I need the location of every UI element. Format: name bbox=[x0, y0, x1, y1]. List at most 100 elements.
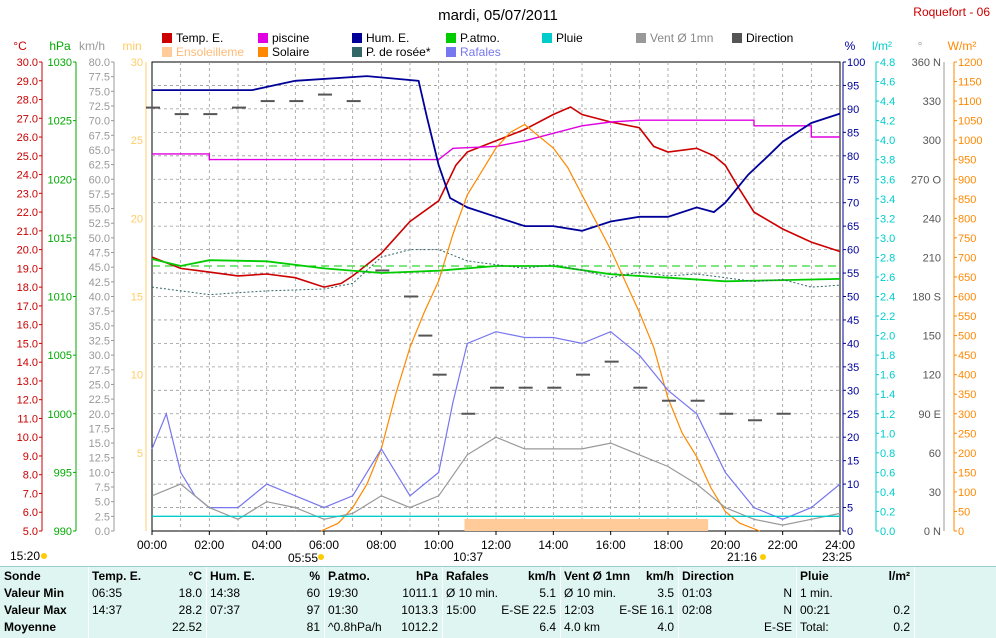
temp-axis-tick-label: 23.0 bbox=[17, 188, 38, 200]
summary-cell-right: 18.0 bbox=[178, 586, 202, 600]
wind-axis-tick-label: 42.5 bbox=[89, 277, 110, 289]
summary-cell-left: 14:37 bbox=[92, 603, 123, 617]
direction-mark bbox=[318, 93, 332, 96]
summary-cell-row: P.atmo. hPa bbox=[328, 569, 438, 586]
event-sunset: 21:16 bbox=[727, 550, 757, 564]
temp-axis-tick-label: 15.0 bbox=[17, 338, 38, 350]
pressure-axis-tick-label: 995 bbox=[54, 467, 72, 479]
summary-cell-row: 12:03 E-SE 16.1 bbox=[564, 603, 674, 620]
wind-axis-tick-label: 67.5 bbox=[89, 130, 110, 142]
time-tick-label: 20:00 bbox=[710, 538, 740, 552]
wind-axis-tick-label: 52.5 bbox=[89, 218, 110, 230]
solar-axis-tick-label: 450 bbox=[958, 350, 976, 362]
summary-cell-right: l/m² bbox=[888, 569, 910, 583]
series-line bbox=[151, 106, 841, 288]
rain-axis-tick-label: 3.4 bbox=[880, 194, 895, 206]
summary-cell-row: 81 bbox=[210, 620, 320, 637]
solar-axis-tick-label: 750 bbox=[958, 233, 976, 245]
direction-tick-label: 210 bbox=[923, 252, 941, 264]
summary-cell-left: 15:00 bbox=[446, 603, 477, 617]
solar-axis-tick-label: 1100 bbox=[958, 96, 982, 108]
pressure-axis-tick-label: 1030 bbox=[48, 57, 72, 69]
rain-axis-tick-label: 4.0 bbox=[880, 135, 895, 147]
wind-axis-tick-label: 5.0 bbox=[95, 497, 110, 509]
humidity-axis-tick-label: 30 bbox=[847, 385, 859, 397]
summary-cell-row: 15:00 E-SE 22.5 bbox=[446, 603, 556, 620]
wind-axis-tick-label: 17.5 bbox=[89, 423, 110, 435]
legend-label: Hum. E. bbox=[366, 31, 409, 45]
solar-axis-tick-label: 0 bbox=[958, 526, 964, 538]
summary-cell-right: 0.2 bbox=[893, 620, 910, 634]
summary-cell-row: Temp. E. °C bbox=[92, 569, 202, 586]
summary-cell-right: km/h bbox=[527, 569, 556, 583]
summary-cell-right: N bbox=[783, 586, 792, 600]
summary-cell-row: 01:30 1013.3 bbox=[328, 603, 438, 620]
summary-cell-right: % bbox=[309, 569, 320, 583]
legend-label: Solaire bbox=[272, 45, 310, 59]
summary-cell-left: Ø 10 min. bbox=[446, 586, 499, 600]
wind-axis-tick-label: 50.0 bbox=[89, 233, 110, 245]
temp-axis-tick-label: 26.0 bbox=[17, 132, 38, 144]
axis-unit: km/h bbox=[79, 39, 105, 53]
rain-axis-tick-label: 4.6 bbox=[880, 77, 895, 89]
wind-axis-tick-label: 0.0 bbox=[95, 526, 110, 538]
summary-cell-right: E-SE bbox=[763, 620, 792, 634]
temp-axis-tick-label: 11.0 bbox=[17, 413, 38, 425]
direction-tick-label: 330 bbox=[923, 96, 941, 108]
direction-tick-label: 360 N bbox=[912, 57, 941, 69]
direction-mark bbox=[404, 295, 418, 298]
wind-axis-tick-label: 12.5 bbox=[89, 453, 110, 465]
event-right-time: 23:25 bbox=[822, 550, 852, 564]
humidity-axis-tick-label: 70 bbox=[847, 198, 859, 210]
direction-mark bbox=[418, 334, 433, 337]
humidity-axis-tick-label: 80 bbox=[847, 151, 859, 163]
summary-cell-left: P.atmo. bbox=[328, 569, 370, 583]
summary-cell-right: hPa bbox=[415, 569, 438, 583]
temp-axis-tick-label: 8.0 bbox=[23, 470, 38, 482]
temp-axis-tick-label: 20.0 bbox=[17, 245, 38, 257]
rain-axis-tick-label: 0.2 bbox=[880, 506, 895, 518]
wind-axis-tick-label: 77.5 bbox=[89, 72, 110, 84]
temp-axis-tick-label: 12.0 bbox=[17, 395, 38, 407]
direction-tick-label: 120 bbox=[923, 370, 941, 382]
row-label-sonde: Sonde bbox=[4, 569, 41, 583]
wind-axis-tick-label: 40.0 bbox=[89, 292, 110, 304]
humidity-axis-tick-label: 60 bbox=[847, 245, 859, 257]
summary-cell-row: Ø 10 min. 5.1 bbox=[446, 586, 556, 603]
solar-axis-tick-label: 550 bbox=[958, 311, 976, 323]
chart-title: mardi, 05/07/2011 bbox=[438, 7, 558, 24]
summary-cell-left: Ø 10 min. bbox=[564, 586, 617, 600]
summary-cell-left: Total: bbox=[800, 620, 829, 634]
direction-mark bbox=[633, 386, 648, 389]
summary-cell-left: 1 min. bbox=[800, 586, 833, 600]
temp-axis-tick-label: 29.0 bbox=[17, 76, 38, 88]
axis-unit: % bbox=[845, 39, 856, 53]
summary-cell-right: E-SE 16.1 bbox=[619, 603, 674, 617]
axis-unit: ° bbox=[918, 39, 923, 53]
humidity-axis-tick-label: 35 bbox=[847, 362, 859, 374]
solar-axis-tick-label: 500 bbox=[958, 331, 976, 343]
legend-label: Direction bbox=[746, 31, 793, 45]
wind-axis-tick-label: 72.5 bbox=[89, 101, 110, 113]
solar-axis-tick-label: 1000 bbox=[958, 135, 982, 147]
temp-axis-tick-label: 30.0 bbox=[17, 57, 38, 69]
legend-swatch bbox=[636, 33, 646, 43]
summary-cell-left: 06:35 bbox=[92, 586, 123, 600]
summary-cell-row: 4.0 km 4.0 bbox=[564, 620, 674, 637]
summary-cell-left: 19:30 bbox=[328, 586, 359, 600]
rain-axis-tick-label: 1.8 bbox=[880, 350, 895, 362]
series-line bbox=[152, 119, 840, 161]
humidity-axis-tick-label: 75 bbox=[847, 174, 859, 186]
time-tick-label: 12:00 bbox=[481, 538, 511, 552]
direction-mark bbox=[776, 412, 791, 415]
pressure-axis-tick-label: 1020 bbox=[48, 174, 72, 186]
axis-unit: hPa bbox=[49, 39, 71, 53]
temp-axis-tick-label: 24.0 bbox=[17, 170, 38, 182]
summary-cell-right: 60 bbox=[306, 586, 320, 600]
time-tick-label: 16:00 bbox=[596, 538, 626, 552]
axis-unit: °C bbox=[13, 39, 27, 53]
legend-label: Ensoleilleme bbox=[176, 45, 244, 59]
rain-axis-tick-label: 3.2 bbox=[880, 213, 895, 225]
wind-axis-tick-label: 22.5 bbox=[89, 394, 110, 406]
sunrise-icon bbox=[318, 554, 324, 560]
